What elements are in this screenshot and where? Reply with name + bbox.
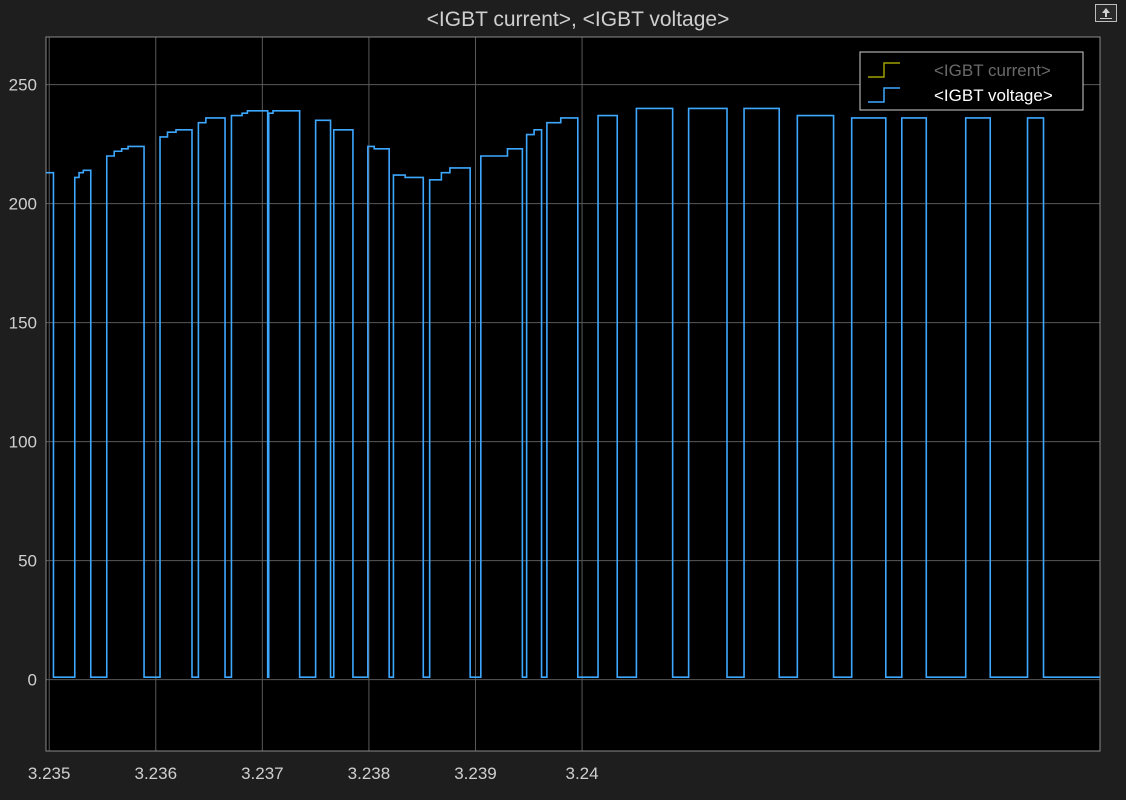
y-tick-label: 50 [18,552,37,571]
legend[interactable]: <IGBT current> <IGBT voltage> [859,51,1084,111]
y-axis: 0 50 100 150 200 250 [9,76,37,690]
x-tick-label: 3.239 [454,764,497,783]
legend-voltage-swatch [868,87,900,103]
legend-current-swatch [868,62,900,78]
legend-item-voltage[interactable]: <IGBT voltage> [868,86,1053,105]
axes-frame [45,36,1101,752]
x-axis: 3.235 3.236 3.237 3.238 3.239 3.24 [28,764,599,783]
legend-voltage-label: <IGBT voltage> [934,86,1053,105]
plot-background [46,37,1100,751]
x-tick-label: 3.24 [566,764,599,783]
legend-item-current[interactable]: <IGBT current> [868,61,1051,80]
y-tick-label: 0 [28,671,37,690]
x-tick-label: 3.238 [348,764,391,783]
plot-area[interactable] [45,36,1101,752]
y-tick-label: 150 [9,314,37,333]
x-tick-label: 3.235 [28,764,71,783]
chart-title: <IGBT current>, <IGBT voltage> [427,8,730,31]
y-tick-label: 250 [9,76,37,95]
x-tick-label: 3.237 [241,764,284,783]
voltage-series-line [46,107,1100,679]
y-tick-label: 100 [9,433,37,452]
legend-box [859,51,1084,111]
x-tick-label: 3.236 [134,764,177,783]
undock-button[interactable] [1095,4,1117,22]
legend-current-label: <IGBT current> [934,61,1051,80]
y-tick-label: 200 [9,195,37,214]
